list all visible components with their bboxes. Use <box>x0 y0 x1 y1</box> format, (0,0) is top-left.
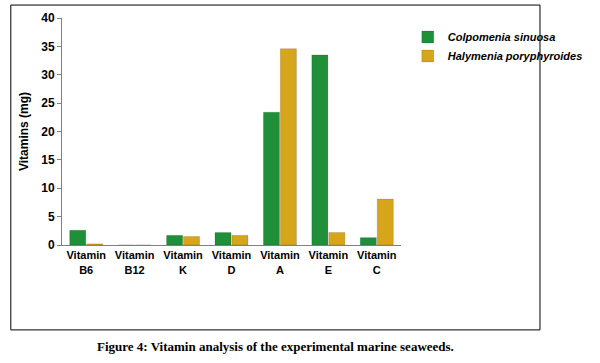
svg-text:Halymenia poryphyroides: Halymenia poryphyroides <box>448 50 583 62</box>
svg-text:35: 35 <box>41 40 55 54</box>
svg-text:VitaminD: VitaminD <box>212 249 252 275</box>
svg-text:VitaminK: VitaminK <box>163 249 203 275</box>
svg-text:15: 15 <box>41 153 55 167</box>
svg-text:VitaminE: VitaminE <box>309 249 349 275</box>
svg-text:VitaminC: VitaminC <box>357 249 397 275</box>
svg-text:25: 25 <box>41 96 55 110</box>
svg-text:VitaminA: VitaminA <box>260 249 300 275</box>
svg-text:10: 10 <box>41 181 55 195</box>
svg-text:VitaminB12: VitaminB12 <box>115 249 155 275</box>
svg-text:5: 5 <box>48 210 55 224</box>
svg-text:Colpomenia sinuosa: Colpomenia sinuosa <box>448 31 556 43</box>
svg-text:30: 30 <box>41 68 55 82</box>
svg-text:Vitamins (mg): Vitamins (mg) <box>17 92 31 171</box>
svg-text:20: 20 <box>41 125 55 139</box>
svg-text:VitaminB6: VitaminB6 <box>66 249 106 275</box>
svg-text:40: 40 <box>41 11 55 25</box>
svg-text:0: 0 <box>48 238 55 252</box>
svg-text:Figure 4: Vitamin analysis of: Figure 4: Vitamin analysis of the experi… <box>97 339 454 354</box>
